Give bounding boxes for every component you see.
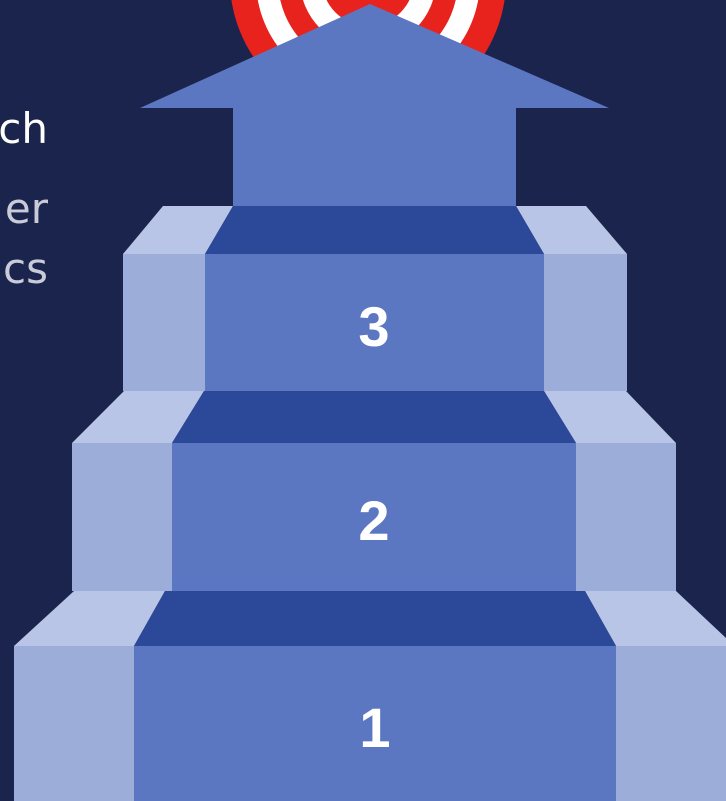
step-2 bbox=[72, 391, 676, 591]
body-fragment-2: cs bbox=[3, 244, 48, 293]
step-3 bbox=[123, 206, 627, 391]
step-2-label: 2 bbox=[358, 489, 389, 552]
up-arrow-icon bbox=[140, 4, 609, 206]
step-3-label: 3 bbox=[358, 295, 389, 358]
step-1 bbox=[14, 591, 726, 801]
step-1-label: 1 bbox=[359, 696, 390, 759]
body-fragment-1: er bbox=[4, 184, 48, 233]
heading-fragment: ch bbox=[0, 104, 48, 153]
